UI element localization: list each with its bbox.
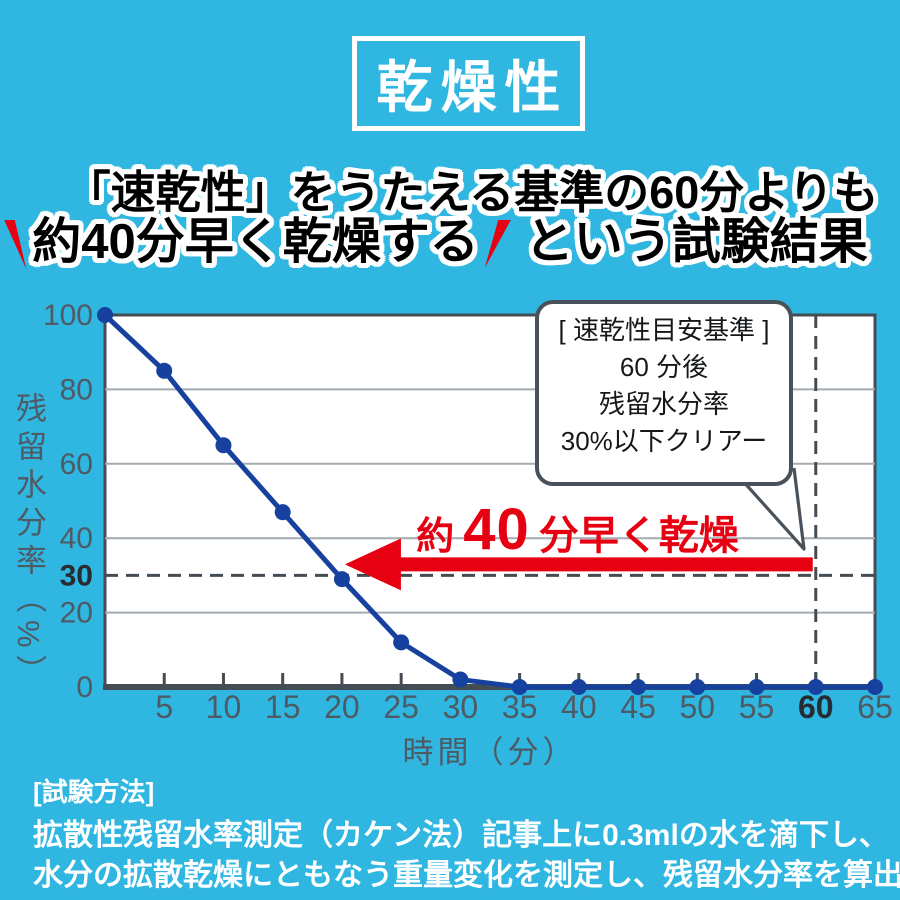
callout-bubble: [ 速乾性目安基準 ] 60 分後 残留水分率 30%以下クリアー (535, 300, 793, 486)
bubble-line-4: 30%以下クリアー (560, 426, 768, 456)
data-point-5min (156, 362, 173, 379)
data-point-30min (452, 671, 469, 688)
bubble-line-2: 60 分後 (619, 352, 709, 382)
bubble-tail (740, 467, 806, 551)
y-tick-label-0: 0 (76, 671, 93, 704)
x-tick-label-15: 15 (265, 689, 301, 725)
title-badge: 乾燥性 (352, 36, 585, 131)
x-tick-label-10: 10 (206, 689, 242, 725)
headline-line2-rest: という試験結果 (524, 215, 868, 269)
data-point-50min (689, 679, 706, 695)
x-axis-title: 時間（分） (402, 735, 578, 770)
data-point-10min (215, 437, 232, 454)
data-point-60min (807, 679, 824, 695)
test-method-line-2: 水分の拡散乾燥にともなう重量変化を測定し、残留水分率を算出。 (33, 859, 900, 892)
faster-arrow (344, 538, 813, 591)
y-tick-label-60: 60 (60, 448, 93, 481)
x-tick-label-20: 20 (324, 689, 360, 725)
arrow-label-number: 40 (463, 497, 530, 562)
y-tick-label-20: 20 (60, 597, 93, 630)
series-line (103, 313, 875, 690)
faster-arrow-label: 約 40 分早く乾燥 (405, 496, 750, 563)
data-point-45min (630, 679, 647, 695)
data-point-35min (511, 679, 528, 695)
arrow-label-suffix: 分早く乾燥 (538, 514, 739, 558)
headline-line1: 「速乾性」をうたえる基準の60分よりも (65, 167, 879, 218)
test-method-title: [試験方法] (33, 777, 155, 807)
y-tick-label-40: 40 (60, 522, 93, 555)
y-tick-label-30: 30 (60, 559, 93, 592)
x-tick-label-25: 25 (383, 689, 419, 725)
x-tick-label-5: 5 (155, 689, 173, 725)
data-point-65min (867, 679, 883, 695)
red-accent-right-icon (484, 220, 511, 268)
title-badge-label: 乾燥性 (376, 56, 569, 119)
data-point-20min (333, 571, 350, 588)
bubble-line-1: [ 速乾性目安基準 ] (558, 315, 770, 345)
data-point-15min (274, 504, 291, 521)
headline-line2-emphasis: 約40分早く乾燥する (32, 215, 479, 269)
arrow-label-prefix: 約 (416, 516, 455, 558)
data-point-25min (393, 634, 410, 651)
y-tick-label-80: 80 (60, 373, 93, 406)
bubble-line-3: 残留水分率 (598, 389, 729, 419)
test-method-line-1: 拡散性残留水率測定（カケン法）記事上に0.3mlの水を滴下し、 (33, 819, 889, 852)
red-accent-left-icon (4, 220, 27, 269)
y-tick-label-100: 100 (43, 299, 93, 332)
data-point-0min (97, 307, 113, 323)
data-point-55min (748, 679, 765, 695)
data-point-40min (570, 679, 587, 695)
headline-line2: 約40分早く乾燥する という試験結果 (0, 214, 872, 270)
y-axis-title: 残留水分率（%） (11, 392, 46, 693)
test-method-note: [試験方法] 拡散性残留水率測定（カケン法）記事上に0.3mlの水を滴下し、 水… (33, 772, 900, 896)
x-tick-label-30: 30 (443, 689, 479, 725)
